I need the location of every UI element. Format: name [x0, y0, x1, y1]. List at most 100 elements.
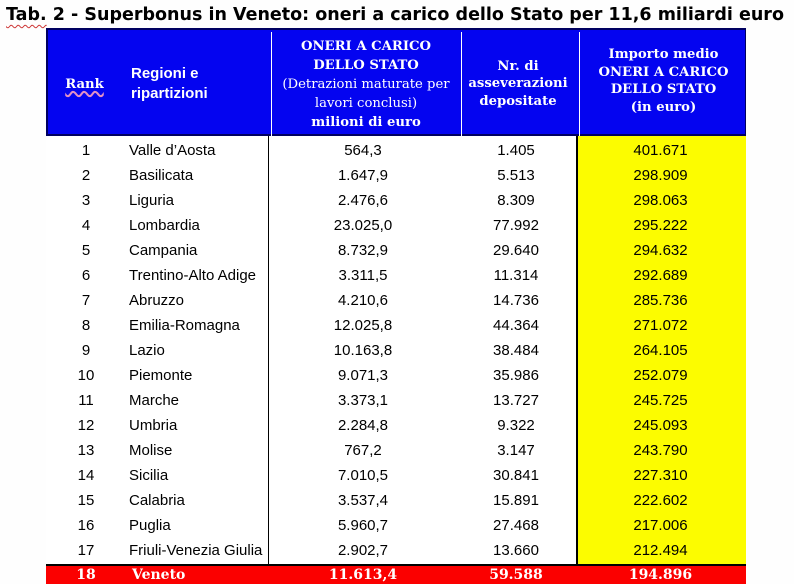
asseverazioni-cell: 5.513 — [497, 166, 535, 184]
asseverazioni-cell: 77.992 — [493, 216, 539, 234]
importo-cell: 217.006 — [633, 516, 688, 534]
asseverazioni-cell: 8.309 — [497, 191, 535, 209]
importo-cell: 243.790 — [633, 441, 688, 459]
importo-cell: 264.105 — [633, 341, 688, 359]
column-separator-1 — [268, 136, 269, 584]
oneri-cell: 23.025,0 — [333, 216, 393, 234]
oneri-cell: 2.902,7 — [337, 541, 389, 559]
table-row: 13 Molise 767,2 3.147 243.790 — [46, 438, 746, 463]
total-asseverazioni-cell: 59.588 — [489, 567, 543, 583]
header-nr-line3: depositate — [479, 93, 557, 109]
table-row: 10 Piemonte 9.071,3 35.986 252.079 — [46, 363, 746, 388]
total-region-cell: Veneto — [132, 567, 186, 583]
importo-cell: 252.079 — [633, 366, 688, 384]
header-oneri-line3: (Detrazioni maturate per — [282, 76, 450, 92]
table-body: 1 Valle d’Aosta 564,3 1.405 401.671 2 Ba… — [46, 136, 746, 584]
region-cell: Lombardia — [129, 216, 200, 234]
header-oneri-line1: ONERI A CARICO — [301, 38, 431, 54]
region-cell: Umbria — [129, 416, 178, 434]
rank-cell: 8 — [81, 316, 91, 334]
header-separator-1 — [271, 32, 272, 136]
table-title: Tab. 2 - Superbonus in Veneto: oneri a c… — [6, 5, 784, 25]
importo-cell: 245.725 — [633, 391, 688, 409]
asseverazioni-cell: 38.484 — [493, 341, 539, 359]
header-medio-line2: ONERI A CARICO — [598, 64, 729, 80]
table-row: 12 Umbria 2.284,8 9.322 245.093 — [46, 413, 746, 438]
header-cell-rank: Rank — [48, 32, 128, 136]
header-medio-line1: Importo medio — [608, 47, 719, 62]
header-oneri-line4: lavori conclusi) — [314, 95, 418, 111]
header-medio-line3: DELLO STATO — [610, 82, 717, 97]
table-row: 4 Lombardia 23.025,0 77.992 295.222 — [46, 213, 746, 238]
rank-cell: 14 — [77, 466, 95, 484]
asseverazioni-cell: 27.468 — [493, 516, 539, 534]
oneri-cell: 564,3 — [344, 141, 382, 159]
table-row: 5 Campania 8.732,9 29.640 294.632 — [46, 238, 746, 263]
asseverazioni-cell: 44.364 — [493, 316, 539, 334]
region-cell: Abruzzo — [129, 291, 185, 309]
importo-cell: 298.063 — [633, 191, 688, 209]
table-row: 1 Valle d’Aosta 564,3 1.405 401.671 — [46, 138, 746, 163]
total-row-veneto: 18 Veneto 11.613,4 59.588 194.896 — [46, 564, 746, 584]
table-row: 2 Basilicata 1.647,9 5.513 298.909 — [46, 163, 746, 188]
asseverazioni-cell: 15.891 — [493, 491, 539, 509]
oneri-cell: 9.071,3 — [337, 366, 389, 384]
importo-cell: 298.909 — [633, 166, 688, 184]
header-separator-3 — [579, 32, 580, 136]
rank-cell: 2 — [81, 166, 91, 184]
region-cell: Puglia — [129, 516, 171, 534]
header-rank-label: Rank — [65, 76, 104, 92]
importo-cell: 294.632 — [633, 241, 688, 259]
header-nr-line2: asseverazioni — [468, 76, 568, 92]
importo-cell: 292.689 — [633, 266, 688, 284]
region-cell: Trentino-Alto Adige — [129, 266, 257, 284]
oneri-cell: 3.537,4 — [337, 491, 389, 509]
asseverazioni-cell: 35.986 — [493, 366, 539, 384]
oneri-cell: 1.647,9 — [337, 166, 389, 184]
table-row: 8 Emilia-Romagna 12.025,8 44.364 271.072 — [46, 313, 746, 338]
region-cell: Marche — [129, 391, 180, 409]
oneri-cell: 7.010,5 — [337, 466, 389, 484]
importo-cell: 222.602 — [633, 491, 688, 509]
asseverazioni-cell: 29.640 — [493, 241, 539, 259]
oneri-cell: 2.284,8 — [337, 416, 389, 434]
rank-cell: 12 — [77, 416, 95, 434]
oneri-cell: 3.311,5 — [338, 266, 388, 284]
oneri-cell: 8.732,9 — [337, 241, 389, 259]
rank-cell: 7 — [81, 291, 91, 309]
importo-cell: 227.310 — [633, 466, 688, 484]
header-cell-asseverazioni: Nr. di asseverazioni depositate — [459, 32, 577, 136]
header-oneri-line2: DELLO STATO — [313, 57, 419, 73]
asseverazioni-cell: 11.314 — [493, 266, 539, 284]
header-nr-line1: Nr. di — [497, 58, 539, 74]
asseverazioni-cell: 30.841 — [493, 466, 539, 484]
region-cell: Friuli-Venezia Giulia — [129, 541, 263, 559]
rank-cell: 17 — [77, 541, 95, 559]
region-cell: Lazio — [129, 341, 165, 359]
table-row: 7 Abruzzo 4.210,6 14.736 285.736 — [46, 288, 746, 313]
title-misspelled-word: Tab. — [6, 5, 47, 25]
asseverazioni-cell: 3.147 — [497, 441, 535, 459]
rank-cell: 11 — [78, 391, 94, 409]
importo-cell: 401.671 — [633, 141, 688, 159]
column-separator-2 — [576, 136, 578, 584]
region-cell: Piemonte — [129, 366, 193, 384]
asseverazioni-cell: 13.660 — [493, 541, 539, 559]
oneri-cell: 5.960,7 — [337, 516, 389, 534]
rank-cell: 4 — [81, 216, 91, 234]
rank-cell: 13 — [77, 441, 95, 459]
oneri-cell: 767,2 — [344, 441, 382, 459]
table-row: 15 Calabria 3.537,4 15.891 222.602 — [46, 488, 746, 513]
region-cell: Basilicata — [129, 166, 194, 184]
table-row: 16 Puglia 5.960,7 27.468 217.006 — [46, 513, 746, 538]
region-cell: Molise — [129, 441, 173, 459]
table-row: 11 Marche 3.373,1 13.727 245.725 — [46, 388, 746, 413]
region-cell: Valle d’Aosta — [129, 141, 216, 159]
table-row: 6 Trentino-Alto Adige 3.311,5 11.314 292… — [46, 263, 746, 288]
rank-cell: 6 — [81, 266, 91, 284]
oneri-cell: 2.476,6 — [337, 191, 389, 209]
rank-cell: 16 — [77, 516, 95, 534]
table-row: 17 Friuli-Venezia Giulia 2.902,7 13.660 … — [46, 538, 746, 563]
asseverazioni-cell: 1.405 — [497, 141, 535, 159]
